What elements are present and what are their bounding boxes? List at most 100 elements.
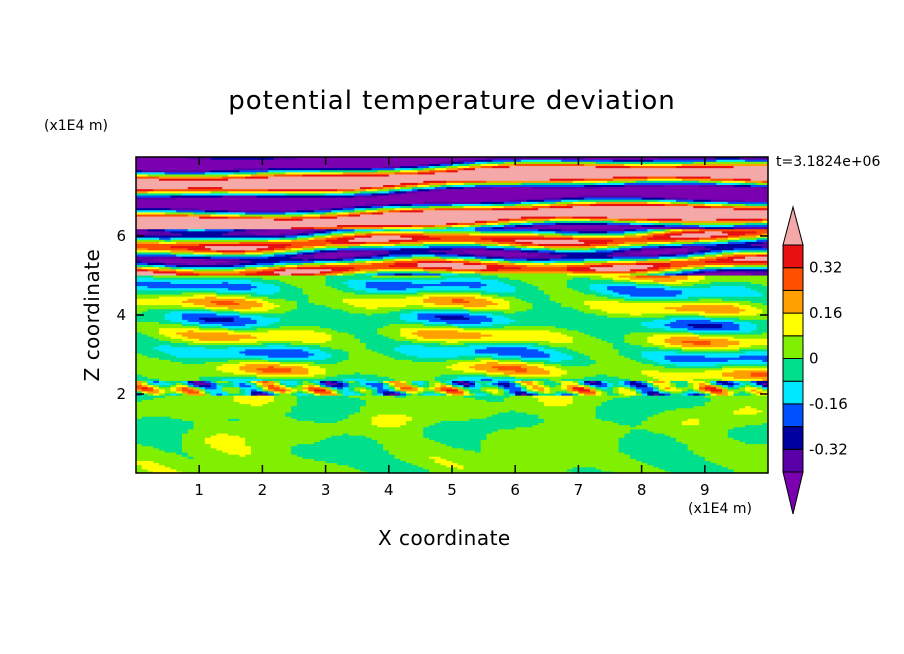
- contour-cell: [354, 260, 367, 263]
- contour-cell: [578, 239, 614, 242]
- contour-cell: [136, 338, 160, 341]
- contour-cell: [653, 319, 677, 322]
- contour-cell: [618, 350, 643, 354]
- contour-cell: [383, 352, 407, 356]
- contour-cell: [572, 401, 602, 405]
- contour-cell: [342, 386, 350, 390]
- contour-cell: [520, 279, 568, 282]
- contour-cell: [463, 306, 511, 310]
- contour-cell: [756, 323, 768, 327]
- contour-cell: [664, 306, 740, 310]
- contour-cell: [331, 352, 350, 356]
- contour-cell: [653, 464, 723, 468]
- contour-cell: [394, 262, 419, 266]
- contour-cell: [566, 369, 643, 373]
- contour-cell: [532, 382, 539, 386]
- contour-cell: [486, 256, 505, 259]
- contour-cell: [658, 384, 671, 388]
- contour-cell: [687, 445, 768, 449]
- contour-cell: [141, 382, 149, 386]
- contour-cell: [308, 232, 315, 236]
- contour-cell: [492, 333, 568, 337]
- contour-cell: [739, 249, 768, 253]
- contour-cell: [314, 392, 321, 396]
- contour-cell: [233, 171, 258, 175]
- contour-cell: [509, 382, 516, 386]
- contour-cell: [624, 228, 637, 232]
- contour-cell: [136, 218, 275, 221]
- x-tick-label: 9: [700, 481, 710, 499]
- contour-cell: [136, 344, 160, 348]
- contour-cell: [584, 382, 591, 386]
- contour-cell: [664, 232, 683, 236]
- contour-cell: [630, 388, 637, 392]
- contour-cell: [503, 388, 511, 392]
- contour-cell: [239, 388, 246, 392]
- contour-cell: [440, 256, 459, 259]
- contour-cell: [262, 342, 292, 346]
- contour-cell: [348, 380, 355, 384]
- contour-cell: [371, 192, 390, 196]
- contour-cell: [193, 329, 235, 333]
- contour-cell: [480, 441, 620, 445]
- contour-cell: [572, 357, 591, 360]
- contour-cell: [681, 346, 740, 350]
- contour-cell: [268, 365, 275, 369]
- contour-cell: [285, 211, 309, 215]
- contour-cell: [486, 283, 511, 287]
- contour-cell: [630, 279, 654, 282]
- contour-cell: [147, 392, 154, 396]
- contour-cell: [268, 266, 281, 270]
- contour-cell: [492, 207, 539, 211]
- contour-cell: [296, 209, 315, 213]
- contour-cell: [480, 378, 493, 381]
- contour-cell: [664, 357, 768, 360]
- contour-cell: [509, 388, 522, 392]
- contour-cell: [480, 439, 620, 443]
- contour-cell: [417, 384, 430, 388]
- contour-cell: [762, 386, 768, 390]
- contour-cell: [285, 281, 327, 285]
- contour-cell: [561, 228, 625, 232]
- contour-cell: [199, 215, 229, 219]
- contour-cell: [136, 211, 166, 215]
- contour-cell: [394, 190, 407, 194]
- contour-cell: [337, 287, 355, 291]
- contour-cell: [176, 384, 189, 388]
- contour-cell: [354, 371, 361, 375]
- contour-cell: [756, 230, 768, 234]
- contour-cell: [308, 346, 332, 350]
- contour-cell: [681, 344, 729, 348]
- contour-cell: [239, 241, 332, 244]
- contour-cell: [607, 392, 620, 396]
- contour-cell: [681, 390, 689, 394]
- contour-cell: [170, 237, 281, 240]
- contour-cell: [469, 386, 482, 390]
- contour-cell: [440, 392, 447, 396]
- contour-cell: [492, 365, 522, 369]
- contour-cell: [354, 209, 367, 213]
- contour-cell: [739, 355, 768, 358]
- contour-cell: [296, 232, 309, 236]
- contour-cell: [624, 340, 648, 343]
- contour-cell: [429, 234, 545, 238]
- contour-cell: [469, 310, 505, 314]
- contour-cell: [245, 352, 315, 356]
- contour-cell: [268, 384, 275, 388]
- contour-cell: [136, 424, 195, 428]
- contour-cell: [762, 382, 768, 386]
- contour-cell: [136, 184, 384, 188]
- contour-cell: [532, 241, 585, 244]
- contour-cell: [296, 306, 332, 310]
- contour-cell: [204, 439, 246, 443]
- contour-cell: [239, 338, 332, 341]
- contour-cell: [515, 376, 585, 379]
- contour-cell: [331, 230, 344, 234]
- contour-cell: [566, 468, 602, 472]
- contour-cell: [245, 298, 264, 301]
- contour-cell: [549, 388, 568, 392]
- contour-cell: [136, 388, 143, 392]
- contour-cell: [480, 359, 499, 362]
- contour-cell: [664, 272, 677, 276]
